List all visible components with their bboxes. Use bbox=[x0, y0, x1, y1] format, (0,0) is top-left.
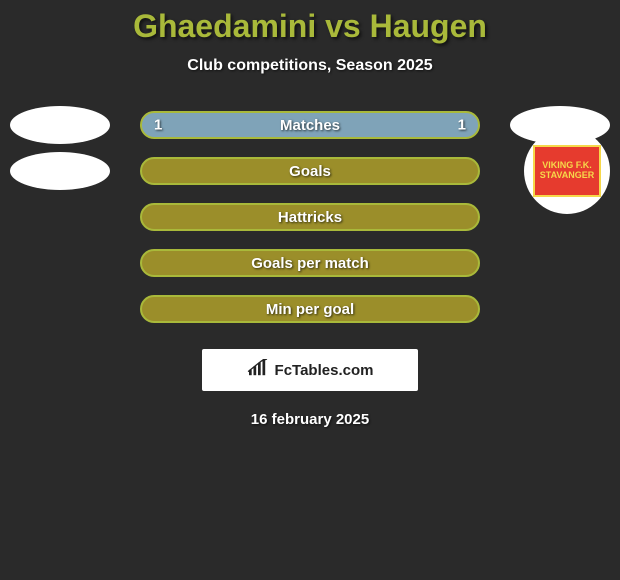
stat-row: Goals per match bbox=[0, 249, 620, 277]
stat-label: Hattricks bbox=[278, 209, 342, 226]
player-oval-left bbox=[10, 106, 110, 144]
stat-value-right: 1 bbox=[458, 117, 466, 134]
stat-label: Goals bbox=[289, 163, 331, 180]
stat-value-left: 1 bbox=[154, 117, 162, 134]
stat-bar: Hattricks bbox=[140, 203, 480, 231]
stat-bar: 1 Matches 1 bbox=[140, 111, 480, 139]
page-subtitle: Club competitions, Season 2025 bbox=[0, 57, 620, 75]
stat-bar: Min per goal bbox=[140, 295, 480, 323]
player-oval-left bbox=[10, 152, 110, 190]
footer-date: 16 february 2025 bbox=[0, 411, 620, 428]
page-title: Ghaedamini vs Haugen bbox=[0, 0, 620, 45]
watermark-text: FcTables.com bbox=[275, 362, 374, 379]
badge-line-2: STAVANGER bbox=[540, 171, 595, 181]
chart-icon bbox=[247, 359, 269, 381]
stat-label: Matches bbox=[280, 117, 340, 134]
infographic-container: Ghaedamini vs Haugen Club competitions, … bbox=[0, 0, 620, 580]
club-badge-inner: VIKING F.K.STAVANGER bbox=[533, 145, 601, 197]
stat-bar: Goals per match bbox=[140, 249, 480, 277]
stat-bar: Goals bbox=[140, 157, 480, 185]
stat-rows: 1Matches1GoalsVIKING F.K.STAVANGERHattri… bbox=[0, 111, 620, 323]
club-badge: VIKING F.K.STAVANGER bbox=[524, 128, 610, 214]
stat-row: GoalsVIKING F.K.STAVANGER bbox=[0, 157, 620, 185]
stat-row: 1 Matches 1 bbox=[0, 111, 620, 139]
stat-row: Hattricks bbox=[0, 203, 620, 231]
watermark: FcTables.com bbox=[202, 349, 418, 391]
stat-label: Goals per match bbox=[251, 255, 369, 272]
stat-row: Min per goal bbox=[0, 295, 620, 323]
stat-label: Min per goal bbox=[266, 301, 354, 318]
